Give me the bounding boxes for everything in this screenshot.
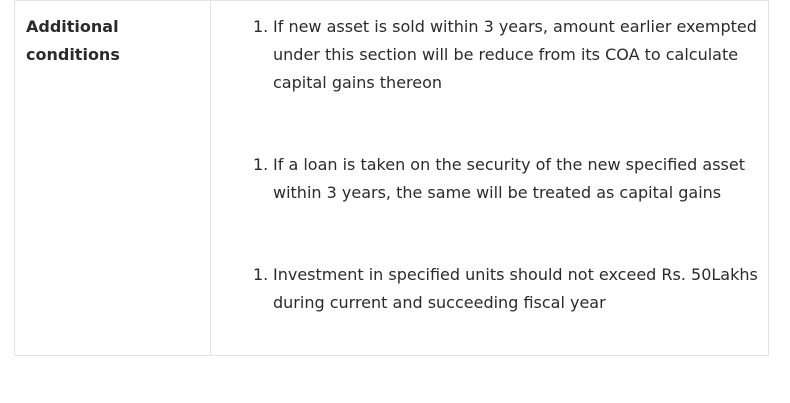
condition-text: If a loan is taken on the security of th… bbox=[273, 155, 745, 202]
column-divider bbox=[210, 1, 211, 355]
condition-number: 1. bbox=[253, 155, 269, 174]
condition-text: If new asset is sold within 3 years, amo… bbox=[273, 17, 757, 92]
row-label-additional-conditions: Additional conditions bbox=[26, 17, 120, 64]
condition-item-1: 1. If new asset is sold within 3 years, … bbox=[253, 13, 763, 97]
condition-item-2: 1. If a loan is taken on the security of… bbox=[253, 151, 763, 207]
condition-item-3: 1. Investment in specified units should … bbox=[253, 261, 763, 317]
condition-text: Investment in specified units should not… bbox=[273, 265, 758, 312]
condition-number: 1. bbox=[253, 17, 269, 36]
condition-number: 1. bbox=[253, 265, 269, 284]
conditions-table: Additional conditions 1. If new asset is… bbox=[14, 0, 769, 356]
